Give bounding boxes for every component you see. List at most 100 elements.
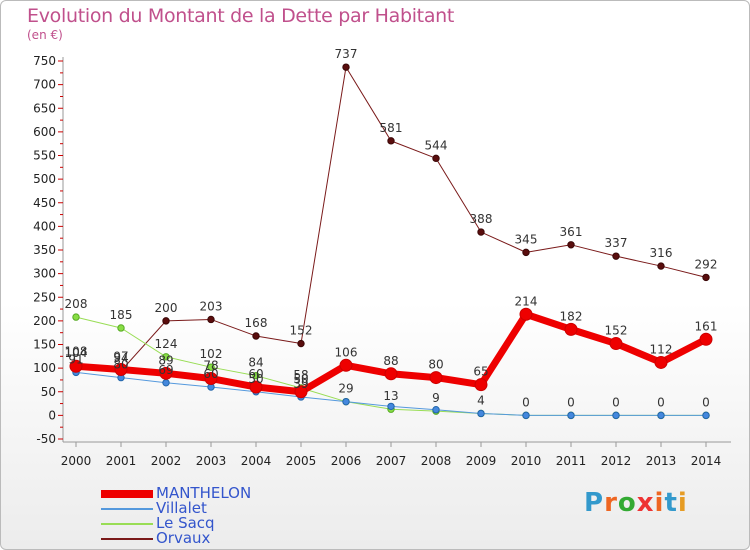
logo-letter: P <box>584 488 605 518</box>
data-point-le-sacq <box>252 371 260 380</box>
logo-letter: o <box>617 488 637 518</box>
data-label-orvaux: 94 <box>113 351 128 365</box>
data-label-manthelon: 65 <box>473 365 488 379</box>
data-point-orvaux <box>162 317 170 325</box>
data-point-orvaux <box>477 228 485 236</box>
data-label-manthelon: 78 <box>203 359 218 373</box>
y-tick-label: 400 <box>33 219 56 233</box>
data-label-orvaux: 345 <box>515 232 538 246</box>
legend-swatch <box>101 508 153 510</box>
data-point-manthelon <box>519 307 533 321</box>
y-tick-label: -50 <box>36 432 56 446</box>
x-tick-label: 2013 <box>646 454 677 468</box>
y-tick-label: 200 <box>33 314 56 328</box>
y-tick-label: 250 <box>33 290 56 304</box>
data-point-villalet <box>387 402 395 411</box>
data-point-orvaux <box>657 262 665 270</box>
data-label-manthelon: 50 <box>293 372 308 386</box>
data-point-villalet <box>162 379 170 387</box>
x-tick-label: 2000 <box>61 454 92 468</box>
y-tick-label: 650 <box>33 101 56 115</box>
data-label-le-sacq: 0 <box>522 395 530 409</box>
data-point-orvaux <box>522 248 530 257</box>
y-tick-label: 750 <box>33 54 56 68</box>
data-label-manthelon: 89 <box>158 353 173 367</box>
y-tick-label: 0 <box>48 408 56 422</box>
data-label-manthelon: 104 <box>65 346 88 360</box>
data-point-manthelon <box>114 363 128 377</box>
data-label-orvaux: 388 <box>470 212 493 226</box>
data-label-le-sacq: 58 <box>293 368 308 382</box>
x-tick-label: 2005 <box>286 454 317 468</box>
data-label-manthelon: 112 <box>650 342 673 356</box>
data-point-orvaux <box>342 63 350 71</box>
chart-title: Evolution du Montant de la Dette par Hab… <box>27 5 455 27</box>
data-label-le-sacq: 13 <box>383 389 398 403</box>
legend-label: Le Sacq <box>156 514 215 532</box>
y-tick-label: 600 <box>33 125 56 139</box>
legend-swatch <box>101 538 153 540</box>
data-label-le-sacq: 102 <box>200 347 223 361</box>
data-label-manthelon: 80 <box>428 358 443 372</box>
data-point-orvaux <box>432 154 440 163</box>
data-point-orvaux <box>297 339 305 348</box>
series-manthelon <box>69 307 713 399</box>
x-tick-label: 2009 <box>466 454 497 468</box>
data-point-manthelon <box>384 367 398 381</box>
data-label-manthelon: 60 <box>248 367 263 381</box>
legend-swatch <box>101 490 153 498</box>
y-tick-label: 350 <box>33 243 56 257</box>
data-label-orvaux: 316 <box>650 246 673 260</box>
data-point-villalet <box>522 411 530 420</box>
data-label-orvaux: 337 <box>605 236 628 250</box>
data-point-villalet <box>567 411 575 420</box>
data-point-manthelon <box>159 366 173 380</box>
data-label-le-sacq: 0 <box>702 395 710 409</box>
x-tick-label: 2007 <box>376 454 407 468</box>
data-point-orvaux <box>387 137 395 145</box>
data-label-orvaux: 581 <box>380 121 403 135</box>
data-label-villalet: 60 <box>203 367 218 381</box>
data-label-le-sacq: 84 <box>248 356 263 370</box>
data-label-villalet: 80 <box>113 358 128 372</box>
x-tick-label: 2001 <box>106 454 137 468</box>
data-label-manthelon: 161 <box>695 319 718 333</box>
data-label-le-sacq: 124 <box>155 337 178 351</box>
legend-label: Orvaux <box>156 529 211 547</box>
data-label-orvaux: 203 <box>200 299 223 313</box>
data-point-le-sacq <box>72 313 80 321</box>
data-label-villalet: 69 <box>158 363 173 377</box>
y-tick-label: 50 <box>41 385 56 399</box>
y-tick-label: 700 <box>33 78 56 92</box>
x-tick-label: 2002 <box>151 454 182 468</box>
data-point-villalet <box>432 406 440 414</box>
y-tick-label: 300 <box>33 267 56 281</box>
data-label-villalet: 39 <box>293 377 308 391</box>
data-label-le-sacq: 0 <box>567 395 575 409</box>
data-point-orvaux <box>612 252 620 260</box>
data-point-villalet <box>342 397 350 406</box>
y-tick-label: 500 <box>33 172 56 186</box>
x-tick-label: 2011 <box>556 454 587 468</box>
x-tick-label: 2012 <box>601 454 632 468</box>
data-point-manthelon <box>339 358 353 372</box>
legend-swatch <box>101 523 153 525</box>
proxiti-logo: Proxiti <box>584 488 688 518</box>
data-label-le-sacq: 4 <box>477 393 485 407</box>
logo-letter: i <box>654 488 665 518</box>
data-label-orvaux: 200 <box>155 301 178 315</box>
data-point-le-sacq <box>207 363 215 371</box>
x-tick-label: 2014 <box>691 454 722 468</box>
data-point-manthelon <box>699 332 713 346</box>
data-point-orvaux <box>252 332 260 340</box>
data-point-villalet <box>702 411 710 420</box>
data-label-orvaux: 168 <box>245 316 268 330</box>
y-tick-label: 100 <box>33 361 56 375</box>
data-point-villalet <box>612 411 620 420</box>
y-tick-label: 150 <box>33 338 56 352</box>
data-label-orvaux: 108 <box>65 344 88 358</box>
data-label-manthelon: 97 <box>113 350 128 364</box>
data-point-le-sacq <box>162 353 170 361</box>
x-tick-label: 2004 <box>241 454 272 468</box>
